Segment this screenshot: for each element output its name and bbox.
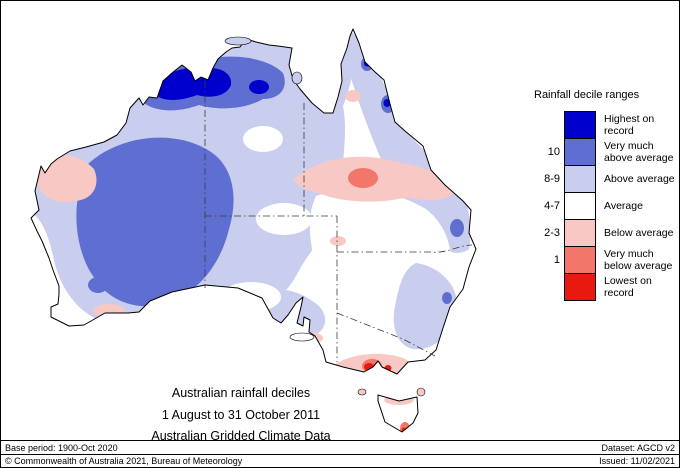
legend-item-above: 8-9 Above average bbox=[534, 165, 679, 193]
island-groote bbox=[291, 71, 303, 85]
region-below-gulf bbox=[345, 90, 361, 102]
region-blue-sw-wa-1 bbox=[88, 277, 108, 293]
legend-swatch-above bbox=[564, 165, 596, 193]
region-blue-nsw-coast bbox=[442, 292, 452, 304]
footer-row-2: © Commonwealth of Australia 2021, Bureau… bbox=[1, 454, 679, 467]
legend-label: Very much below average bbox=[604, 247, 673, 272]
legend-label: Average bbox=[604, 199, 643, 212]
legend-range: 2-3 bbox=[544, 227, 560, 239]
legend-swatch-lowest bbox=[564, 273, 596, 301]
region-very-much-above-wa bbox=[76, 137, 234, 307]
region-below-centre bbox=[330, 236, 346, 246]
region-highest-kimberley bbox=[153, 67, 232, 100]
copyright-text: © Commonwealth of Australia 2021, Bureau… bbox=[5, 456, 243, 466]
legend-item-below: 2-3 Below average bbox=[534, 219, 679, 247]
legend-swatch-below bbox=[564, 219, 596, 247]
legend-swatch-average bbox=[564, 192, 596, 220]
legend-range: 1 bbox=[553, 254, 560, 266]
region-highest-nt bbox=[249, 80, 269, 94]
map-title-line3: Australian Gridded Climate Data bbox=[151, 429, 331, 443]
legend-title: Rainfall decile ranges bbox=[534, 89, 640, 101]
region-highest-mackay bbox=[427, 136, 435, 144]
island-flinders bbox=[416, 387, 426, 397]
region-below-qld-coast-1 bbox=[434, 151, 456, 171]
footer-row-1: Base period: 1900-Oct 2020 Dataset: AGCD… bbox=[1, 440, 679, 455]
issued-text: Issued: 11/02/2021 bbox=[599, 456, 675, 466]
legend-label: Above average bbox=[604, 172, 675, 185]
legend-label: Highest on record bbox=[604, 112, 655, 137]
islands bbox=[224, 36, 426, 397]
region-average-simpson bbox=[256, 203, 312, 235]
region-verybelow-qld-core bbox=[348, 168, 378, 188]
legend-label: Very much above average bbox=[604, 139, 674, 164]
border-qld-nsw bbox=[337, 244, 473, 253]
legend: Rainfall decile ranges Highest on record… bbox=[534, 89, 679, 301]
region-tas-base bbox=[378, 395, 418, 432]
legend-item-very-much-above: 10 Very much above average bbox=[534, 138, 679, 166]
legend-range: 10 bbox=[547, 146, 560, 158]
state-borders bbox=[204, 81, 473, 362]
dataset-text: Dataset: AGCD v2 bbox=[601, 443, 675, 453]
region-blue-sw-wa-2 bbox=[116, 263, 130, 275]
legend-swatch-highest bbox=[564, 111, 596, 139]
legend-range: 4-7 bbox=[544, 200, 560, 212]
australia-map bbox=[30, 28, 477, 433]
legend-swatch-very-much-above bbox=[564, 138, 596, 166]
decile-regions bbox=[31, 29, 476, 374]
mainland-coastline bbox=[30, 28, 477, 375]
legend-item-lowest: Lowest on record bbox=[534, 273, 679, 301]
legend-range: 8-9 bbox=[544, 173, 560, 185]
region-below-albany bbox=[93, 304, 125, 318]
region-above-average-nsw-coast bbox=[393, 263, 458, 350]
island-kangaroo bbox=[289, 332, 315, 342]
legend-item-average: 4-7 Average bbox=[534, 192, 679, 220]
region-average-nt bbox=[243, 126, 283, 152]
region-below-qld-coast-2 bbox=[456, 135, 470, 155]
map-title-line2: 1 August to 31 October 2011 bbox=[161, 407, 321, 422]
region-blue-mackay bbox=[423, 134, 437, 150]
region-average-west-sa bbox=[221, 282, 281, 312]
island-king bbox=[357, 388, 367, 396]
map-titles: Australian rainfall deciles 1 August to … bbox=[101, 383, 381, 448]
legend-label: Lowest on record bbox=[604, 274, 652, 299]
legend-swatch-very-much-below bbox=[564, 246, 596, 274]
legend-item-highest: Highest on record bbox=[534, 111, 679, 139]
region-blue-seqld bbox=[450, 219, 464, 237]
base-period-text: Base period: 1900-Oct 2020 bbox=[5, 443, 118, 453]
legend-label: Below average bbox=[604, 226, 674, 239]
legend-item-very-much-below: 1 Very much below average bbox=[534, 246, 679, 274]
region-below-tas-north bbox=[384, 395, 414, 405]
tasmania-coastline bbox=[377, 394, 419, 433]
island-melville bbox=[224, 36, 252, 46]
map-title-line1: Australian rainfall deciles bbox=[171, 386, 311, 400]
